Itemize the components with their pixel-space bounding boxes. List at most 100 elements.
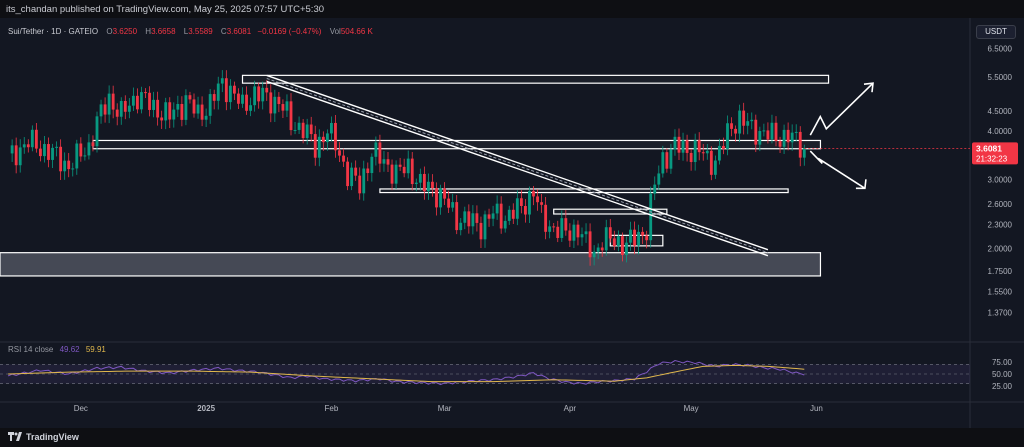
time-tick-label: Mar [438,404,452,413]
price-tick-label: 2.6000 [988,200,1013,209]
candle-body [172,109,176,120]
open-value: 3.6250 [112,27,138,36]
candle-body [144,92,147,94]
candle-body [111,93,115,110]
candle-body [79,143,83,157]
candle-body [212,94,216,101]
currency-button[interactable]: USDT [976,25,1016,39]
candle-body [257,86,261,102]
candle-body [701,152,705,154]
candle-body [782,129,786,147]
candle-body [657,173,661,185]
candle-body [443,188,446,199]
price-tick-label: 1.3700 [988,309,1013,318]
candle-body [718,145,721,161]
candle-body [653,184,657,194]
candle-body [621,236,624,256]
candle-body [123,100,127,112]
candle-body [483,214,487,240]
candle-body [184,95,188,120]
trendline-mid [266,77,769,254]
price-tick-label: 2.3000 [988,221,1013,230]
candle-body [734,128,737,134]
candle-body [467,211,471,227]
candle-body [528,190,531,215]
candle-body [608,227,612,239]
candle-body [649,193,653,241]
candle-body [277,96,281,105]
tradingview-brand: TradingView [26,432,79,442]
trendline-lower [266,80,769,257]
close-label: C [220,27,227,36]
candle-body [802,148,806,158]
rsi-ma-value: 59.91 [85,345,106,354]
candle-body [499,203,503,229]
candle-body [245,94,248,111]
candle-body [91,142,95,147]
candle-body [228,85,232,103]
candle-body [188,95,192,100]
price-tick-label: 2.0000 [988,244,1013,253]
candle-body [746,121,750,126]
candle-body [305,124,309,139]
candle-body [309,124,313,135]
candle-body [511,209,515,219]
price-tick-label: 1.7500 [988,267,1013,276]
candle-body [778,141,782,147]
candle-body [596,247,600,252]
candle-body [742,110,746,126]
candle-body [148,92,151,110]
candle-body [342,155,345,162]
candle-body [637,231,640,246]
candle-body [435,188,438,208]
candle-body [71,168,75,170]
candle-body [544,204,548,232]
candle-body [83,155,87,157]
candle-body [289,101,293,131]
price-chart-svg[interactable]: 6.5000 5.5000 4.5000 4.0000 3.0000 2.6000 2.30… [0,18,1024,428]
candle-body [507,209,511,221]
candle-body [524,206,527,215]
candle-body [119,100,123,117]
candle-body [629,229,632,243]
change-value: −0.0169 (−0.47%) [257,27,322,36]
candle-body [540,202,543,205]
candle-body [350,167,354,187]
arrow-up-path [809,82,874,136]
candle-body [580,234,584,238]
candle-body [358,175,362,194]
candle-body [414,182,418,185]
time-tick-label: Apr [564,404,577,413]
candle-body [786,129,790,143]
candle-body [641,231,645,236]
candle-body [140,92,143,110]
candle-body [665,152,669,169]
support-box-small [553,208,668,215]
candle-body [495,203,499,214]
candle-body [152,99,155,110]
candle-body [55,146,58,148]
candle-body [406,158,410,174]
time-tick-label: May [684,404,699,413]
high-value: 3.6658 [151,27,176,36]
candle-body [390,164,394,184]
candle-body [738,110,742,134]
candle-body [346,161,349,187]
candle-body [338,150,341,156]
candle-body [241,94,244,104]
chart-area[interactable]: 6.5000 5.5000 4.5000 4.0000 3.0000 2.6000 2.30… [0,18,1024,428]
candle-body [67,160,71,170]
tradingview-logo[interactable]: TradingView [8,432,79,442]
arrow-down-path [809,150,866,190]
candle-body [685,140,689,153]
candle-body [536,196,539,203]
candle-body [677,136,681,153]
candle-body [515,198,519,219]
low-value: 3.5589 [188,27,213,36]
support-zone-low [0,252,822,277]
candle-body [794,131,798,133]
candle-body [693,140,697,163]
candle-body [576,224,580,238]
candle-body [99,104,103,117]
candle-body [63,160,67,172]
